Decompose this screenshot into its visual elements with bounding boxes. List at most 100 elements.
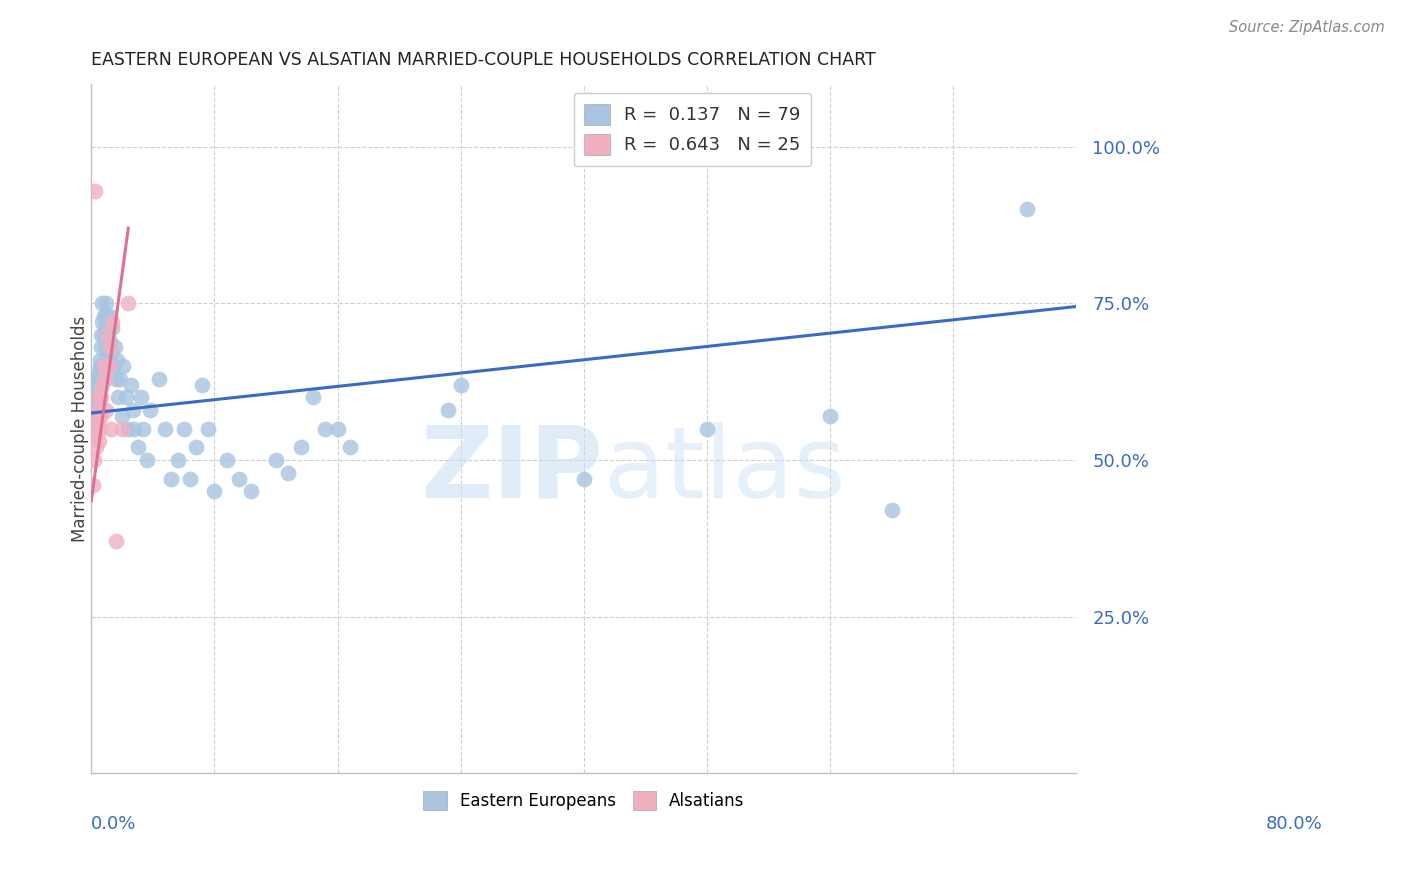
Point bbox=[184, 441, 207, 455]
Point bbox=[86, 402, 108, 417]
Point bbox=[87, 365, 110, 379]
Point bbox=[84, 416, 107, 430]
Legend: Eastern Europeans, Alsatians: Eastern Europeans, Alsatians bbox=[416, 784, 751, 816]
Point bbox=[89, 422, 111, 436]
Point bbox=[111, 422, 134, 436]
Point bbox=[87, 390, 110, 404]
Text: EASTERN EUROPEAN VS ALSATIAN MARRIED-COUPLE HOUSEHOLDS CORRELATION CHART: EASTERN EUROPEAN VS ALSATIAN MARRIED-COU… bbox=[91, 51, 876, 69]
Point bbox=[733, 140, 755, 154]
Point bbox=[94, 371, 117, 385]
Point bbox=[90, 390, 112, 404]
Point bbox=[104, 340, 127, 354]
Point bbox=[82, 478, 104, 492]
Point bbox=[97, 315, 120, 329]
Point bbox=[98, 309, 121, 323]
Point bbox=[84, 416, 107, 430]
Point bbox=[1017, 202, 1039, 217]
Point bbox=[82, 402, 104, 417]
Point bbox=[114, 390, 136, 404]
Point bbox=[139, 402, 162, 417]
Point bbox=[86, 409, 108, 424]
Point bbox=[107, 390, 129, 404]
Point bbox=[124, 422, 146, 436]
Point bbox=[89, 352, 111, 367]
Point bbox=[84, 441, 107, 455]
Point bbox=[148, 371, 170, 385]
Point bbox=[94, 309, 117, 323]
Point bbox=[100, 346, 122, 360]
Point bbox=[179, 472, 201, 486]
Point bbox=[93, 327, 115, 342]
Point bbox=[84, 184, 107, 198]
Point bbox=[94, 402, 117, 417]
Point bbox=[127, 441, 149, 455]
Point bbox=[228, 472, 250, 486]
Point bbox=[101, 321, 124, 335]
Point bbox=[720, 127, 742, 141]
Point bbox=[129, 390, 152, 404]
Point bbox=[122, 402, 145, 417]
Point bbox=[91, 296, 114, 310]
Point bbox=[450, 377, 472, 392]
Point bbox=[84, 390, 107, 404]
Point bbox=[314, 422, 336, 436]
Point bbox=[84, 428, 107, 442]
Point bbox=[87, 434, 110, 449]
Point bbox=[91, 315, 114, 329]
Point bbox=[572, 472, 595, 486]
Point bbox=[264, 453, 287, 467]
Point bbox=[191, 377, 214, 392]
Point bbox=[204, 484, 226, 499]
Point bbox=[94, 296, 117, 310]
Point bbox=[86, 384, 108, 398]
Point bbox=[89, 371, 111, 385]
Text: ZIP: ZIP bbox=[420, 422, 603, 518]
Point bbox=[98, 340, 121, 354]
Point bbox=[89, 402, 111, 417]
Point bbox=[90, 327, 112, 342]
Point bbox=[87, 390, 110, 404]
Point bbox=[437, 402, 460, 417]
Point bbox=[104, 534, 127, 549]
Text: Source: ZipAtlas.com: Source: ZipAtlas.com bbox=[1229, 20, 1385, 35]
Point bbox=[160, 472, 183, 486]
Point bbox=[197, 422, 219, 436]
Point bbox=[84, 377, 107, 392]
Point bbox=[173, 422, 195, 436]
Point bbox=[90, 409, 112, 424]
Point bbox=[326, 422, 349, 436]
Point bbox=[108, 371, 131, 385]
Point bbox=[105, 352, 128, 367]
Point bbox=[166, 453, 188, 467]
Text: 0.0%: 0.0% bbox=[91, 814, 136, 832]
Point bbox=[290, 441, 312, 455]
Point bbox=[240, 484, 263, 499]
Point bbox=[87, 396, 110, 410]
Point bbox=[101, 315, 124, 329]
Text: atlas: atlas bbox=[603, 422, 845, 518]
Y-axis label: Married-couple Households: Married-couple Households bbox=[72, 316, 89, 541]
Point bbox=[339, 441, 361, 455]
Point bbox=[112, 359, 135, 373]
Point bbox=[94, 340, 117, 354]
Point bbox=[97, 359, 120, 373]
Point bbox=[111, 409, 134, 424]
Point bbox=[96, 346, 118, 360]
Point bbox=[120, 377, 142, 392]
Point bbox=[94, 321, 117, 335]
Point bbox=[880, 503, 903, 517]
Point bbox=[89, 359, 111, 373]
Point bbox=[302, 390, 325, 404]
Point bbox=[132, 422, 155, 436]
Point bbox=[90, 359, 112, 373]
Point bbox=[98, 334, 121, 348]
Point bbox=[83, 428, 105, 442]
Point bbox=[818, 409, 841, 424]
Point bbox=[135, 453, 157, 467]
Point bbox=[103, 359, 125, 373]
Point bbox=[277, 466, 299, 480]
Point bbox=[117, 422, 139, 436]
Point bbox=[86, 416, 108, 430]
Point bbox=[96, 327, 118, 342]
Point bbox=[93, 359, 115, 373]
